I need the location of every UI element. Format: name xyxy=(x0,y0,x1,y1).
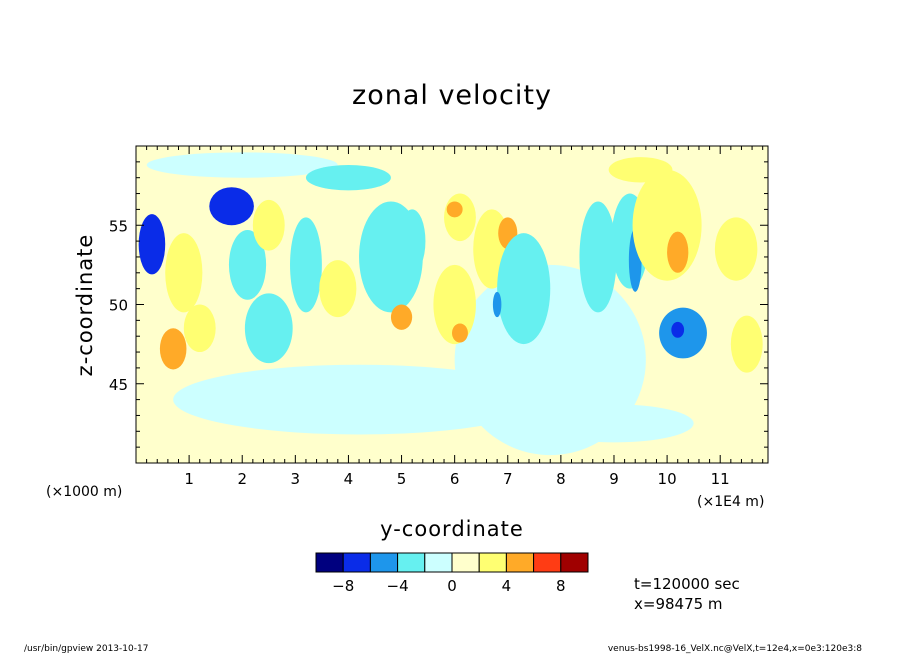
colorbar-swatch xyxy=(315,552,344,573)
y-tick-label: 50 xyxy=(109,297,128,315)
x-tick-label: 8 xyxy=(556,470,566,488)
field-blob-29 xyxy=(730,315,763,373)
colorbar: −8 −4 0 4 8 xyxy=(315,552,589,595)
position-annotation: x=98475 m xyxy=(634,595,723,613)
field-blob-6 xyxy=(244,293,293,364)
colorbar-tick-label: 0 xyxy=(447,577,457,595)
field-blob-2 xyxy=(228,230,267,300)
field-blob-3 xyxy=(165,233,203,313)
field-blob-8 xyxy=(290,217,322,313)
field-blob-27 xyxy=(671,321,685,338)
field-blob-7 xyxy=(252,199,285,251)
field-blob-4 xyxy=(159,328,187,370)
x-tick-label: 7 xyxy=(503,470,513,488)
y-tick-label: 55 xyxy=(109,217,128,235)
field-blob-9 xyxy=(319,260,357,318)
chart-title: zonal velocity xyxy=(352,80,552,111)
x-tick-label: 6 xyxy=(450,470,460,488)
field-blob-15 xyxy=(433,264,476,345)
x-axis-unit-right: (×1E4 m) xyxy=(697,494,764,510)
colorbar-swatch xyxy=(397,552,426,573)
x-tick-label: 9 xyxy=(609,470,619,488)
x-axis-unit-left: (×1000 m) xyxy=(46,484,122,500)
y-axis-ticks: 45 50 55 xyxy=(109,145,768,464)
colorbar-swatch xyxy=(342,552,371,573)
footer-right: venus-bs1998-16_VelX.nc@VelX,t=12e4,x=0e… xyxy=(608,644,862,654)
colorbar-swatch xyxy=(451,552,480,573)
field-blob-13 xyxy=(444,193,476,242)
y-tick-label: 45 xyxy=(109,376,128,394)
field-blob-12 xyxy=(398,209,426,273)
field-blob-31 xyxy=(608,157,673,183)
colorbar-swatch xyxy=(505,552,535,573)
field-blob-25 xyxy=(667,231,689,273)
colorbar-tick-label: −4 xyxy=(387,577,409,595)
x-axis-label: y-coordinate xyxy=(380,517,524,541)
x-tick-label: 5 xyxy=(397,470,407,488)
field-band-0 xyxy=(173,364,545,435)
time-annotation: t=120000 sec xyxy=(634,575,740,593)
x-tick-label: 11 xyxy=(711,470,730,488)
field-blob-30 xyxy=(305,165,391,191)
colorbar-swatch xyxy=(369,552,399,573)
field-blob-0 xyxy=(138,214,166,275)
field-blob-24 xyxy=(632,169,702,281)
plot-area xyxy=(136,146,768,463)
y-axis-label: z-coordinate xyxy=(73,234,97,377)
colorbar-tick-label: 4 xyxy=(502,577,512,595)
colorbar-swatch xyxy=(560,552,589,573)
x-axis-ticks: 1 2 3 4 5 6 7 8 9 10 11 xyxy=(135,146,764,488)
colorbar-tick-label: −8 xyxy=(332,577,354,595)
field-band-3 xyxy=(534,404,694,443)
field-blob-11 xyxy=(390,304,413,330)
x-tick-label: 3 xyxy=(291,470,301,488)
field-blob-28 xyxy=(714,217,758,281)
field-blob-21 xyxy=(579,201,617,313)
velocity-field xyxy=(138,152,763,456)
x-tick-label: 1 xyxy=(184,470,194,488)
colorbar-swatch xyxy=(533,552,562,573)
field-band-2 xyxy=(146,152,338,178)
field-blob-19 xyxy=(497,233,551,345)
field-blob-20 xyxy=(492,291,502,318)
colorbar-tick-label: 8 xyxy=(556,577,566,595)
field-blob-16 xyxy=(452,323,468,343)
footer-left: /usr/bin/gpview 2013-10-17 xyxy=(24,644,148,654)
field-blob-1 xyxy=(209,187,254,226)
field-blob-14 xyxy=(446,201,463,218)
x-tick-label: 2 xyxy=(237,470,247,488)
colorbar-swatch xyxy=(478,552,507,573)
x-tick-label: 4 xyxy=(344,470,354,488)
colorbar-swatch xyxy=(424,552,453,573)
x-tick-label: 10 xyxy=(658,470,677,488)
field-blob-5 xyxy=(183,304,216,353)
